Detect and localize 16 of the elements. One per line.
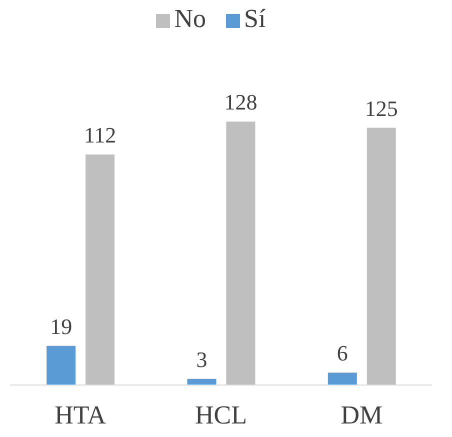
- bar: [226, 122, 256, 385]
- x-tick-label: HCL: [195, 400, 247, 430]
- data-label: 125: [364, 96, 398, 121]
- x-tick-label: DM: [340, 400, 383, 430]
- data-label: 19: [50, 314, 72, 339]
- bar: [86, 154, 115, 385]
- data-label: 3: [196, 346, 208, 372]
- legend-label: Sí: [244, 4, 266, 33]
- x-tick-label: HTA: [54, 400, 106, 430]
- bar: [46, 346, 76, 385]
- data-label: 128: [224, 90, 258, 115]
- legend-label: No: [174, 4, 206, 33]
- bar: [328, 372, 357, 385]
- data-label: 6: [336, 340, 348, 366]
- bar: [366, 128, 396, 385]
- data-label: 112: [84, 122, 116, 148]
